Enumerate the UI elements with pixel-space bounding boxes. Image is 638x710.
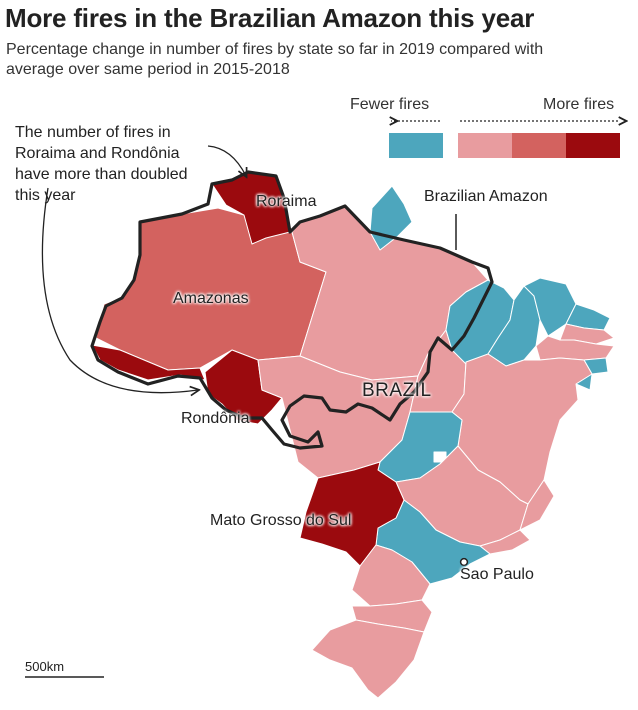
label-sao-paulo: Sao Paulo [460,566,534,583]
label-mato-grosso-do-sul: Mato Grosso do Sul [210,512,352,529]
legend-more-label: More fires [543,96,615,113]
state-parana [351,544,431,607]
label-brazilian-amazon: Brazilian Amazon [424,188,548,205]
legend-swatch-more-mid [512,133,566,158]
label-roraima: Roraima [256,193,317,210]
legend-fewer-label: Fewer fires [350,96,430,113]
brazilian-amazon-outline [90,170,494,450]
legend-swatch-more-low [458,133,512,158]
legend-swatch-fewer [389,133,443,158]
label-amazonas: Amazonas [173,290,249,307]
sao-paulo-city-marker [459,557,469,567]
annotation-text: The number of fires in Roraima and Rondô… [15,124,188,204]
state-rio-grande-do-sul [311,619,425,699]
legend-swatch-more-high [566,133,620,158]
chart-subtitle: Percentage change in number of fires by … [6,41,544,78]
scale-label: 500km [25,659,65,674]
label-rondonia: Rondônia [181,410,250,427]
chart-title: More fires in the Brazilian Amazon this … [5,3,535,33]
state-mato-grosso-do-sul [299,461,405,567]
label-brazil: BRAZIL [362,380,432,401]
annotation-arrow-rondonia [41,187,198,393]
annotation-arrow-roraima [207,145,246,176]
state-espirito-santo [519,479,555,531]
